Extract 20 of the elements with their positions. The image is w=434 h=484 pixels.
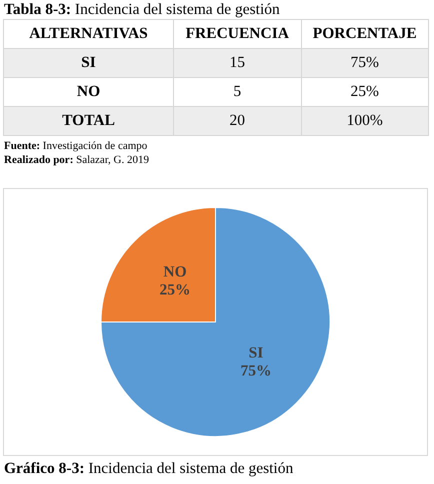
text: 100% [346, 112, 383, 129]
text: 75% [350, 54, 379, 71]
slice-label: NO [163, 264, 187, 281]
text: 20 [230, 112, 245, 129]
slice-label: SI [248, 344, 264, 362]
category-label: NO [76, 83, 100, 100]
category-label: SI [81, 54, 96, 71]
text: 25% [350, 83, 379, 100]
category-label: FRECUENCIA [174, 20, 301, 48]
text: 5 [233, 83, 242, 100]
text: Gráfico 8-3: Incidencia del sistema de gestión [3, 460, 294, 477]
category-label: TOTAL [62, 112, 115, 129]
category-label: PORCENTAJE [301, 20, 428, 48]
category-label: ALTERNATIVAS [4, 20, 174, 48]
text: 15 [230, 54, 245, 71]
text: Realizado por: Salazar, G. 2019 [4, 153, 150, 167]
text: Tabla 8-3: Incidencia del sistema de gestión [4, 1, 281, 18]
data-label: 25% [160, 282, 191, 299]
source-note: Fuente: Investigación de campo [4, 139, 148, 153]
data-label: 75% [240, 362, 272, 380]
